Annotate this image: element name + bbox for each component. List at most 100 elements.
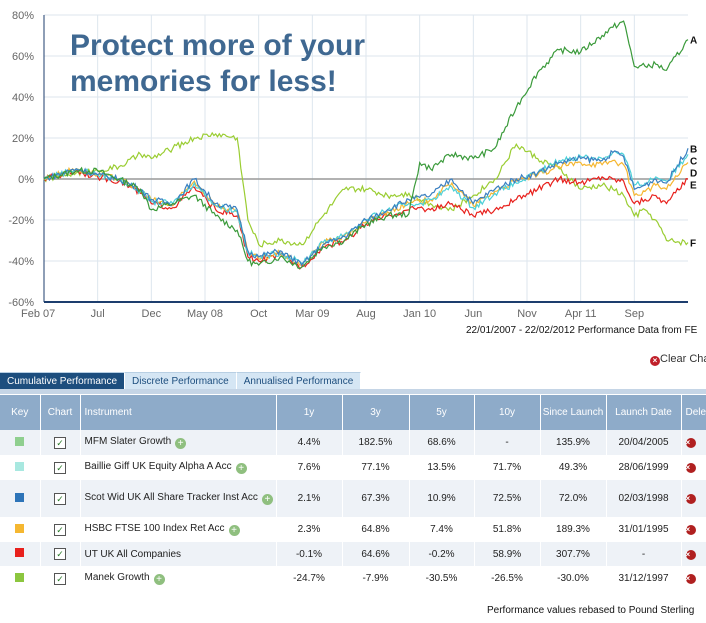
return-3y: -7.9% — [342, 566, 410, 591]
key-cell — [0, 480, 41, 517]
delete-icon[interactable]: × — [685, 494, 696, 504]
col-launch-date[interactable]: Launch Date — [606, 395, 682, 430]
return-3y: 64.8% — [342, 517, 410, 542]
return-1y: 2.1% — [276, 480, 343, 517]
key-cell — [0, 542, 41, 566]
y-tick-label: -20% — [8, 215, 34, 227]
chart-cell: ✓ — [40, 430, 81, 455]
tab-cumulative[interactable]: Cumulative Performance — [0, 372, 126, 390]
chart-checkbox[interactable]: ✓ — [54, 523, 66, 536]
return-since-launch: 49.3% — [540, 455, 607, 480]
tab-annualised[interactable]: Annualised Performance — [236, 372, 362, 390]
series-end-label: B — [690, 144, 697, 155]
instrument-cell: Manek Growth + — [80, 566, 277, 591]
return-10y: 72.5% — [474, 480, 541, 517]
return-3y: 77.1% — [342, 455, 410, 480]
col-chart: Chart — [40, 395, 81, 430]
delete-icon[interactable]: × — [685, 438, 696, 448]
add-icon[interactable]: + — [153, 574, 165, 585]
key-cell — [0, 430, 41, 455]
delete-cell: × — [681, 480, 706, 517]
y-tick-label: -40% — [8, 256, 34, 268]
return-1y: 4.4% — [276, 430, 343, 455]
chart-cell: ✓ — [40, 566, 81, 591]
tab-underline — [0, 389, 706, 394]
return-5y: -30.5% — [409, 566, 475, 591]
close-icon: × — [650, 356, 660, 366]
col-1y[interactable]: 1y — [276, 395, 343, 430]
x-tick-label: Jul — [91, 308, 105, 320]
instrument-name[interactable]: Scot Wid UK All Share Tracker Inst Acc — [84, 492, 258, 503]
table-row: ✓ Baillie Giff UK Equity Alpha A Acc + 7.… — [0, 455, 706, 480]
add-icon[interactable]: + — [261, 494, 273, 505]
instrument-name[interactable]: HSBC FTSE 100 Index Ret Acc — [84, 523, 225, 534]
y-tick-label: 60% — [12, 51, 34, 63]
x-tick-label: Sep — [625, 308, 645, 320]
col-5y[interactable]: 5y — [409, 395, 475, 430]
x-tick-label: Oct — [250, 308, 267, 320]
clear-chart-button[interactable]: ×Clear Chart — [650, 353, 706, 366]
y-tick-label: 20% — [12, 133, 34, 145]
return-since-launch: 135.9% — [540, 430, 607, 455]
return-5y: -0.2% — [409, 542, 475, 566]
delete-cell: × — [681, 542, 706, 566]
chart-cell: ✓ — [40, 480, 81, 517]
return-10y: - — [474, 430, 541, 455]
table-row: ✓ Scot Wid UK All Share Tracker Inst Acc… — [0, 480, 706, 517]
return-3y: 64.6% — [342, 542, 410, 566]
key-cell — [0, 517, 41, 542]
chart-checkbox[interactable]: ✓ — [54, 492, 66, 505]
x-tick-label: May 08 — [187, 308, 223, 320]
instrument-cell: UT UK All Companies — [80, 542, 277, 566]
col-3y[interactable]: 3y — [342, 395, 410, 430]
delete-icon[interactable]: × — [685, 525, 696, 535]
add-icon[interactable]: + — [228, 525, 240, 536]
instrument-name[interactable]: Manek Growth — [84, 572, 150, 583]
delete-icon[interactable]: × — [685, 549, 696, 560]
col-instrument[interactable]: Instrument — [80, 395, 277, 430]
tab-discrete[interactable]: Discrete Performance — [125, 372, 237, 390]
series-end-label: C — [690, 156, 697, 167]
chart-checkbox[interactable]: ✓ — [54, 572, 66, 585]
instrument-name[interactable]: MFM Slater Growth — [84, 436, 172, 447]
instrument-cell: HSBC FTSE 100 Index Ret Acc + — [80, 517, 277, 542]
chart-cell: ✓ — [40, 517, 81, 542]
chart-checkbox[interactable]: ✓ — [54, 461, 66, 474]
key-swatch — [15, 461, 25, 471]
add-icon[interactable]: + — [235, 463, 247, 474]
return-since-launch: 72.0% — [540, 480, 607, 517]
y-tick-label: 80% — [12, 10, 34, 22]
return-1y: -24.7% — [276, 566, 343, 591]
x-tick-label: Jun — [464, 308, 482, 320]
key-cell — [0, 455, 41, 480]
instrument-name[interactable]: UT UK All Companies — [84, 548, 182, 560]
return-since-launch: 189.3% — [540, 517, 607, 542]
return-3y: 67.3% — [342, 480, 410, 517]
series-line-f — [43, 131, 689, 248]
table-row: ✓ HSBC FTSE 100 Index Ret Acc + 2.3% 64.8… — [0, 517, 706, 542]
x-tick-label: Mar 09 — [295, 308, 329, 320]
table-row: ✓ MFM Slater Growth + 4.4% 182.5% 68.6% -… — [0, 430, 706, 455]
delete-icon[interactable]: × — [685, 463, 696, 473]
add-icon[interactable]: + — [175, 438, 187, 449]
chart-cell: ✓ — [40, 455, 81, 480]
key-swatch — [15, 436, 25, 446]
return-5y: 10.9% — [409, 480, 475, 517]
y-tick-label: 0% — [18, 174, 34, 186]
delete-icon[interactable]: × — [685, 574, 696, 584]
chart-checkbox[interactable]: ✓ — [54, 548, 66, 560]
x-tick-label: Aug — [356, 308, 376, 320]
chart-checkbox[interactable]: ✓ — [54, 436, 66, 449]
return-1y: 2.3% — [276, 517, 343, 542]
x-tick-label: Apr 11 — [565, 308, 597, 320]
col-since-launch[interactable]: Since Launch — [540, 395, 607, 430]
x-tick-label: Jan 10 — [403, 308, 436, 320]
clear-chart-label: Clear Chart — [660, 353, 706, 365]
return-10y: 58.9% — [474, 542, 541, 566]
y-tick-label: -60% — [8, 297, 34, 309]
col-10y[interactable]: 10y — [474, 395, 541, 430]
return-since-launch: -30.0% — [540, 566, 607, 591]
launch-date: 31/12/1997 — [606, 566, 682, 591]
table-header: Key Chart Instrument 1y 3y 5y 10y Since … — [0, 395, 706, 430]
instrument-name[interactable]: Baillie Giff UK Equity Alpha A Acc — [84, 461, 232, 472]
